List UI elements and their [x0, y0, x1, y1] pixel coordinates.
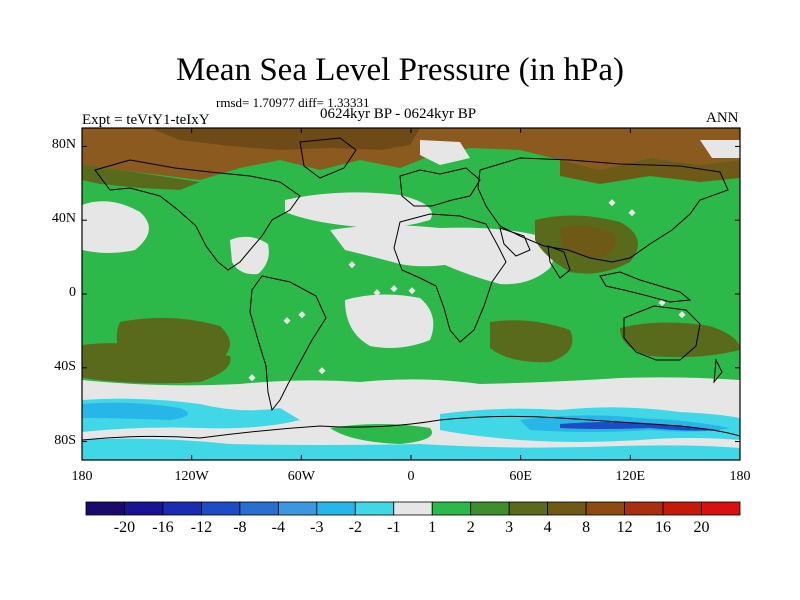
coast-antarctica: [82, 415, 740, 441]
colorbar-swatch: [701, 501, 741, 516]
coast-greenland: [299, 137, 357, 179]
light-region: [700, 140, 740, 158]
light-region: [420, 140, 470, 165]
southern-low-band: [82, 438, 740, 460]
coast-australia: [623, 305, 701, 361]
colorbar-swatch: [85, 501, 125, 516]
light-region: [345, 294, 434, 348]
arctic-anomaly-dark: [150, 128, 420, 150]
colorbar-label: -2: [348, 519, 362, 536]
colorbar-swatch: [162, 501, 202, 516]
southern-green-patch: [330, 424, 432, 444]
lon-tick-label: 60W: [287, 469, 315, 484]
colorbar-swatch: [624, 501, 664, 516]
light-region: [82, 201, 149, 253]
colorbar-label: 1: [428, 519, 437, 536]
colorbar-swatch: [470, 501, 510, 516]
coastlines: [82, 137, 740, 441]
southern-low-band: [82, 402, 188, 420]
coast-asia: [477, 157, 729, 263]
colorbar-label: -12: [190, 519, 213, 536]
colorbar-label: -16: [152, 519, 174, 536]
colorbar-label: 20: [693, 519, 710, 536]
colorbar-label: -4: [271, 519, 285, 536]
colorbar-label: -20: [113, 519, 136, 536]
colorbar-label: 4: [543, 519, 552, 536]
colorbar-swatch: [585, 501, 625, 516]
colorbar-label: 16: [655, 519, 672, 536]
coast-africa: [393, 213, 507, 343]
colorbar-label: -8: [233, 519, 247, 536]
light-region: [330, 225, 554, 285]
lat-tick-label: 40S: [54, 358, 76, 374]
lon-tick-label: 60E: [509, 469, 532, 484]
arctic-anomaly-east: [560, 158, 740, 184]
colorbar-swatch: [316, 501, 356, 516]
lon-tick-label: 0: [407, 469, 415, 484]
lat-tick-label: 80S: [54, 432, 76, 448]
colorbar-swatch: [508, 501, 549, 516]
coast-maritime: [599, 271, 692, 303]
coast-new-zealand: [713, 358, 723, 384]
colorbar: [85, 501, 741, 516]
stats-label: rmsd= 1.70977 diff= 1.33331: [216, 95, 370, 110]
lon-tick-label: 180: [71, 469, 93, 484]
colorbar-swatch: [662, 501, 702, 516]
lat-tick-label: 40N: [51, 211, 76, 227]
high-region: [560, 226, 616, 258]
colorbar-swatch: [124, 501, 164, 516]
lon-tick-label: 120W: [174, 469, 209, 484]
colorbar-label: 12: [616, 519, 633, 536]
pressure-field: [82, 128, 740, 460]
colorbar-label: -1: [387, 519, 401, 536]
colorbar-label: -3: [310, 519, 324, 536]
high-region: [620, 322, 740, 358]
high-region: [490, 320, 573, 363]
season-label: ANN: [706, 110, 739, 126]
coast-south-america: [249, 275, 327, 412]
speckle-patches: [248, 199, 686, 382]
colorbar-swatch: [201, 501, 241, 516]
experiment-label: Expt = teVtY1-teIxY: [82, 112, 210, 128]
axis-ticks: [81, 128, 741, 460]
colorbar-label: 2: [466, 519, 475, 536]
period-label: 0624kyr BP - 0624kyr BP: [320, 106, 477, 122]
light-region: [285, 192, 432, 228]
colorbar-swatch: [547, 501, 587, 516]
lon-tick-label: 180: [729, 469, 751, 484]
light-region: [230, 236, 269, 275]
colorbar-swatch: [393, 501, 433, 516]
lon-tick-label: 120E: [615, 469, 646, 484]
lat-tick-label: 0: [69, 285, 76, 300]
arctic-anomaly-olive: [82, 165, 200, 190]
colorbar-swatch: [354, 501, 395, 516]
coast-europe: [399, 167, 481, 207]
colorbar-label: 3: [505, 519, 514, 536]
coast-north-america: [94, 159, 301, 271]
coast-arabia-india: [499, 227, 571, 279]
colorbar-label: 8: [582, 519, 591, 536]
southern-low-band: [560, 422, 720, 431]
high-region: [82, 343, 231, 384]
colorbar-swatch: [431, 501, 472, 516]
figure-title: Mean Sea Level Pressure (in hPa): [175, 52, 625, 88]
colorbar-swatch: [239, 501, 279, 516]
colorbar-swatch: [277, 501, 318, 516]
lat-tick-label: 80N: [51, 137, 76, 153]
